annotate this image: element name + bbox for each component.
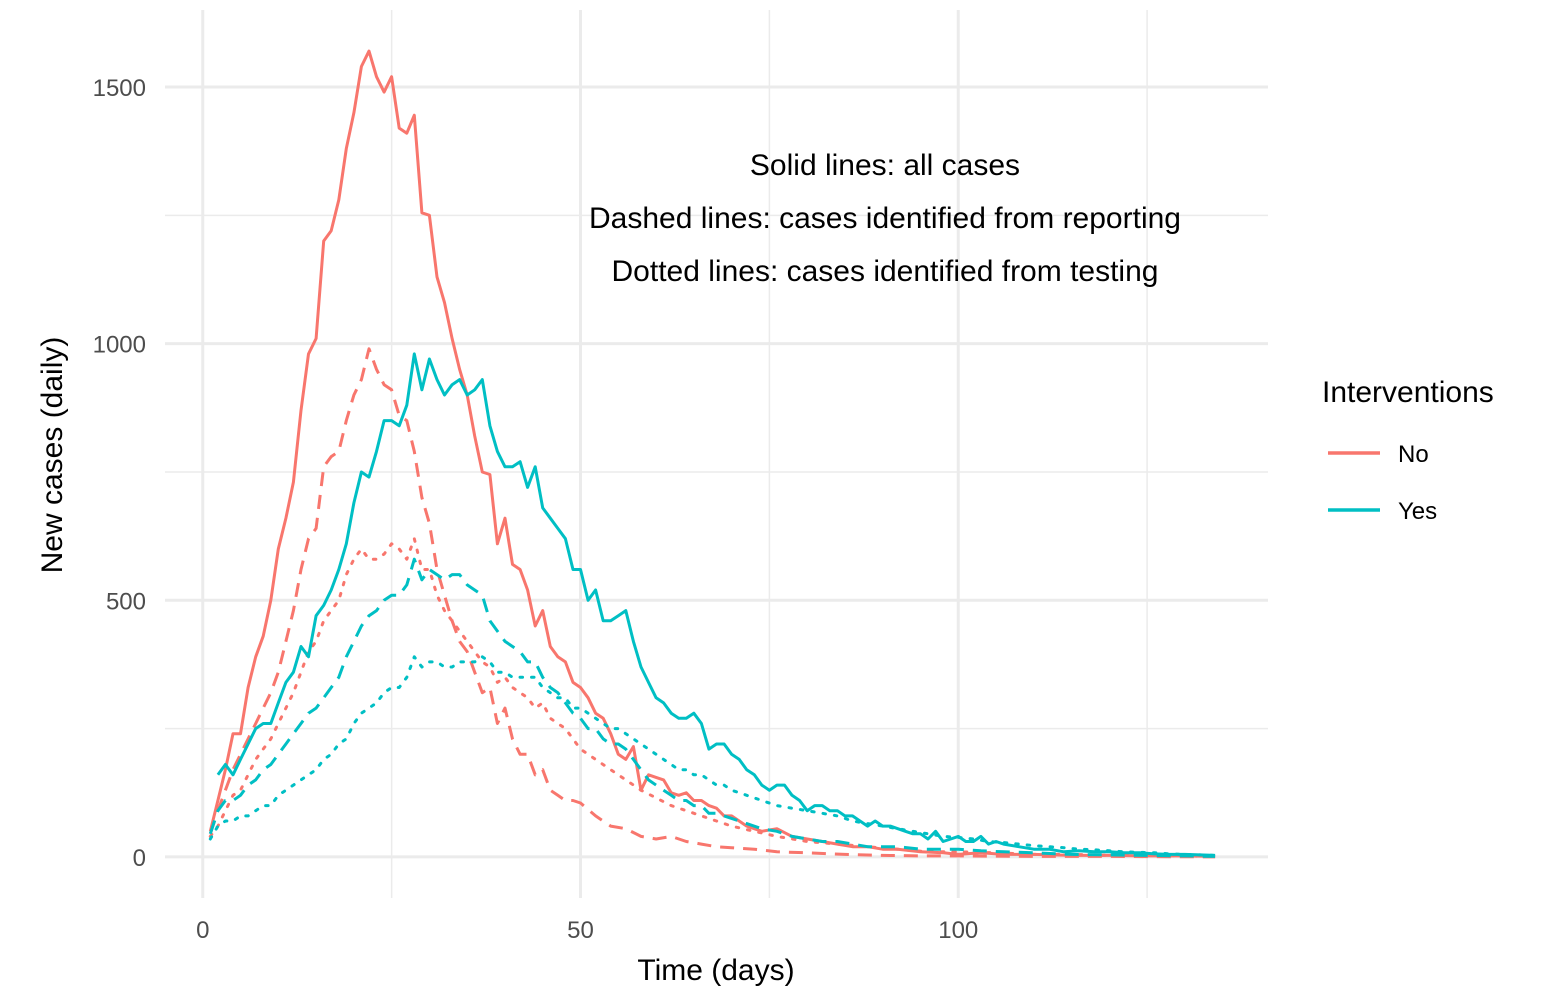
x-axis-title: Time (days) [637,954,794,987]
series-yes-solid [216,352,1216,857]
x-tick-label-100: 100 [938,917,978,944]
plot-panel [165,10,1268,898]
grid-minor [165,10,1268,898]
annotations: Solid lines: all cases Dashed lines: cas… [589,149,1181,288]
series-layer [208,49,1217,859]
annotation-dotted: Dotted lines: cases identified from test… [612,255,1159,288]
annotation-dashed: Dashed lines: cases identified from repo… [589,202,1181,235]
annotation-solid: Solid lines: all cases [750,149,1020,182]
series-yes-dashed [208,557,1216,858]
grid-major [165,10,1268,898]
legend-label-no: No [1398,441,1429,468]
legend: Interventions No Yes [1322,376,1494,525]
series-yes-dotted [208,655,1217,857]
y-tick-label-1500: 1500 [93,75,146,102]
y-tick-label-500: 500 [106,588,146,615]
series-no-solid [208,49,1216,858]
x-tick-label-0: 0 [196,917,209,944]
y-axis-title: New cases (daily) [36,337,69,574]
legend-title: Interventions [1322,376,1494,409]
legend-entry-no: No [1328,441,1429,468]
y-tick-label-1000: 1000 [93,332,146,359]
series-no-dashed [208,347,1216,859]
legend-entry-yes: Yes [1328,498,1437,525]
x-tick-label-50: 50 [567,917,594,944]
series-no-dotted [208,537,1217,858]
y-axis-ticks: 0 500 1000 1500 [93,75,146,872]
x-axis-ticks: 0 50 100 [196,917,978,944]
y-tick-label-0: 0 [133,845,146,872]
legend-label-yes: Yes [1398,498,1437,525]
